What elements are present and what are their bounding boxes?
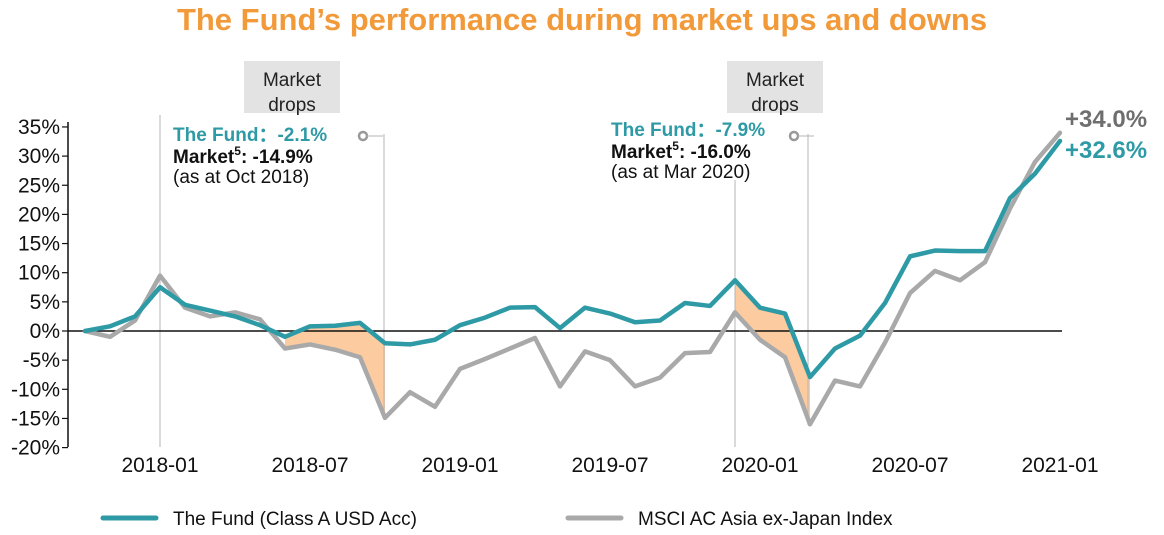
- drop-callout-2018-fund: The Fund：-2.1%: [173, 125, 327, 146]
- market-drops-label-2-line1: Market: [746, 70, 805, 91]
- y-tick-label: -20%: [11, 437, 60, 460]
- drop-callout-2018-asat: (as at Oct 2018): [173, 167, 309, 188]
- market-drops-label-1: [244, 61, 340, 113]
- drop-callout-2020-marker: [788, 130, 800, 142]
- y-tick-label: -5%: [23, 349, 60, 372]
- x-tick-label: 2018-07: [271, 454, 348, 477]
- drop-shading: [285, 280, 810, 425]
- end-label-index: +34.0%: [1065, 106, 1147, 133]
- drop-callout-2020-fund: The Fund：-7.9%: [611, 120, 765, 141]
- x-tick-label: 2019-01: [421, 454, 498, 477]
- market-drops-label-2-line2: drops: [751, 95, 799, 116]
- y-tick-label: 20%: [18, 203, 60, 226]
- y-tick-label: -10%: [11, 378, 60, 401]
- drop-callout-2018-market: Market5: -14.9%: [173, 144, 313, 168]
- drop-callout-2020-market: Market5: -16.0%: [611, 139, 751, 163]
- axes: -20% -15% -10% -5% 0% 5% 10% 15% 20% 25% 30% 35% 201…: [11, 116, 1099, 477]
- y-tick-label: 30%: [18, 145, 60, 168]
- x-tick-label: 2021-01: [1021, 454, 1098, 477]
- legend-label-index: MSCI AC Asia ex-Japan Index: [638, 509, 893, 530]
- y-tick-label: -15%: [11, 407, 60, 430]
- legend: The Fund (Class A USD Acc) MSCI AC Asia e…: [100, 509, 893, 530]
- drop-shading-2020: [735, 280, 810, 425]
- y-tick-label: 25%: [18, 174, 60, 197]
- market-drops-label-1-line2: drops: [268, 95, 316, 116]
- end-label-fund: +32.6%: [1065, 137, 1147, 164]
- y-tick-label: 10%: [18, 262, 60, 285]
- x-tick-label: 2020-01: [721, 454, 798, 477]
- market-drops-label-2: [727, 61, 823, 113]
- y-tick-label: 35%: [18, 116, 60, 139]
- x-tick-label: 2020-07: [871, 454, 948, 477]
- y-tick-label: 0%: [30, 320, 60, 343]
- market-drops-label-1-line1: Market: [263, 70, 322, 91]
- drop-shading-2018: [285, 322, 385, 418]
- x-tick-label: 2018-01: [121, 454, 198, 477]
- series-line-msci-index: [82, 130, 1063, 427]
- series-lines: [82, 130, 1063, 427]
- drop-callout-2020-asat: (as at Mar 2020): [611, 162, 750, 183]
- y-tick-label: 5%: [30, 291, 60, 314]
- series-line-fund: [82, 138, 1063, 380]
- drop-callout-2018-marker: [357, 130, 369, 142]
- x-tick-label: 2019-07: [571, 454, 648, 477]
- legend-label-fund: The Fund (Class A USD Acc): [173, 509, 417, 530]
- chart-title: The Fund’s performance during market ups…: [176, 2, 988, 37]
- y-tick-label: 15%: [18, 233, 60, 256]
